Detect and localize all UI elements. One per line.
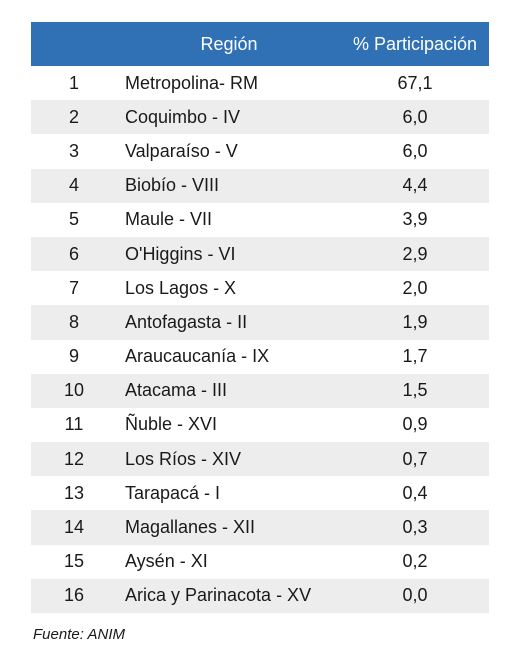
table-header: Región % Participación [31, 22, 489, 66]
row-participation: 0,7 [402, 448, 428, 469]
row-participation: 1,7 [402, 346, 428, 367]
row-rank: 8 [68, 311, 79, 332]
row-participation: 67,1 [397, 72, 433, 93]
row-participation: 4,4 [402, 175, 428, 196]
row-region: Aysén - XI [125, 551, 208, 572]
header-region: Región [200, 33, 258, 54]
row-rank: 13 [63, 482, 85, 503]
row-rank: 5 [68, 209, 79, 230]
row-region: Arica y Parinacota - XV [125, 585, 312, 606]
table-row: 7 Los Lagos - X 2,0 [31, 271, 489, 306]
table-row: 14 Magallanes - XII 0,3 [31, 510, 489, 545]
row-rank: 7 [68, 277, 79, 298]
row-region: Araucaucanía - IX [125, 346, 270, 367]
row-region: O'Higgins - VI [125, 243, 236, 264]
row-rank: 9 [68, 346, 79, 367]
table-row: 11 Ñuble - XVI 0,9 [31, 407, 489, 443]
table-row: 8 Antofagasta - II 1,9 [31, 305, 489, 340]
table-body: 1 Metropolina- RM 67,1 2 Coquimbo - IV 6,0 3 Va… [31, 66, 489, 613]
row-rank: 16 [63, 585, 85, 606]
row-participation: 6,0 [402, 140, 428, 161]
row-rank: 12 [63, 448, 85, 469]
row-region: Atacama - III [125, 380, 228, 401]
table-row: 10 Atacama - III 1,5 [31, 373, 489, 408]
row-region: Los Lagos - X [125, 277, 237, 298]
row-region: Los Ríos - XIV [125, 448, 242, 469]
row-rank: 14 [63, 517, 85, 538]
row-participation: 3,9 [402, 209, 428, 230]
table-row: 16 Arica y Parinacota - XV 0,0 [31, 578, 489, 613]
row-region: Ñuble - XVI [125, 414, 218, 435]
row-participation: 1,5 [402, 380, 428, 401]
row-rank: 2 [68, 106, 79, 127]
table-row: 3 Valparaíso - V 6,0 [31, 134, 489, 169]
row-rank: 10 [63, 380, 85, 401]
table-row: 1 Metropolina- RM 67,1 [31, 66, 489, 101]
table-row: 9 Araucaucanía - IX 1,7 [31, 339, 489, 374]
row-region: Maule - VII [125, 209, 213, 230]
table-row: 12 Los Ríos - XIV 0,7 [31, 442, 489, 477]
table-row: 6 O'Higgins - VI 2,9 [31, 236, 489, 272]
row-participation: 0,2 [402, 551, 428, 572]
row-rank: 6 [68, 243, 79, 264]
row-participation: 1,9 [402, 311, 428, 332]
table-row: 5 Maule - VII 3,9 [31, 202, 489, 237]
row-region: Coquimbo - IV [125, 106, 241, 127]
row-rank: 4 [68, 175, 79, 196]
row-rank: 15 [63, 551, 85, 572]
row-region: Antofagasta - II [125, 311, 248, 332]
row-rank: 1 [68, 72, 79, 93]
participation-table-container: Región % Participación 1 Metropolina- RM 6… [31, 22, 489, 613]
row-participation: 0,0 [402, 585, 428, 606]
table-row: 15 Aysén - XI 0,2 [31, 544, 489, 579]
row-participation: 0,3 [402, 517, 428, 538]
header-row: Región % Participación [31, 22, 489, 66]
participation-table: Región % Participación 1 Metropolina- RM 6… [31, 22, 489, 613]
table-row: 4 Biobío - VIII 4,4 [31, 168, 489, 203]
row-participation: 6,0 [402, 106, 428, 127]
row-participation: 0,9 [402, 414, 428, 435]
row-participation: 2,0 [402, 277, 428, 298]
header-rank [31, 22, 117, 66]
row-rank: 3 [68, 140, 79, 161]
table-row: 2 Coquimbo - IV 6,0 [31, 100, 489, 135]
row-region: Biobío - VIII [125, 175, 220, 196]
row-region: Valparaíso - V [125, 140, 238, 161]
row-region: Tarapacá - I [125, 482, 221, 503]
row-region: Metropolina- RM [125, 72, 259, 93]
row-rank: 11 [64, 414, 84, 435]
row-participation: 2,9 [402, 243, 428, 264]
row-participation: 0,4 [402, 482, 428, 503]
source-note: Fuente: ANIM [33, 626, 125, 643]
row-region: Magallanes - XII [125, 517, 256, 538]
header-participation: % Participación [352, 33, 478, 54]
table-row: 13 Tarapacá - I 0,4 [31, 476, 489, 511]
